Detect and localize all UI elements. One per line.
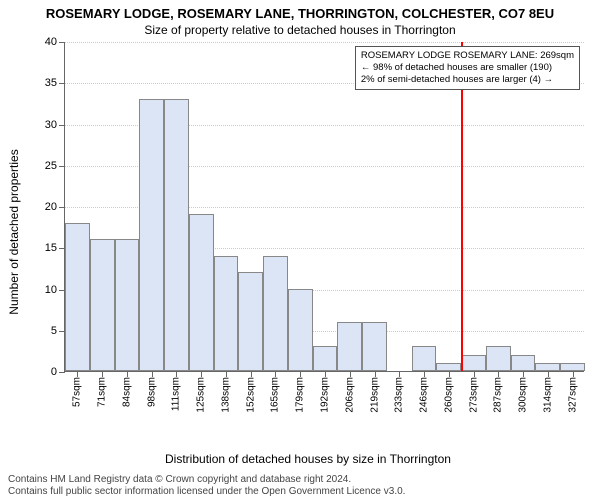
footer-line-1: Contains HM Land Registry data © Crown c… [8, 474, 592, 486]
y-tick-label: 25 [45, 160, 57, 172]
marker-line [461, 42, 463, 371]
histogram-bar [238, 272, 263, 371]
annotation-line: 2% of semi-detached houses are larger (4… [361, 74, 574, 86]
histogram-bar [139, 99, 164, 371]
histogram-bar [511, 355, 536, 372]
y-tick-label: 10 [45, 284, 57, 296]
histogram-bar [263, 256, 288, 372]
histogram-bar [313, 346, 338, 371]
x-tick-label: 260sqm [443, 377, 454, 413]
footer-attribution: Contains HM Land Registry data © Crown c… [8, 474, 592, 498]
histogram-bar [535, 363, 560, 371]
histogram-bar [189, 214, 214, 371]
x-tick-label: 287sqm [493, 377, 504, 413]
y-tick-label: 40 [45, 36, 57, 48]
x-tick-label: 327sqm [567, 377, 578, 413]
annotation-line: ← 98% of detached houses are smaller (19… [361, 62, 574, 74]
histogram-bar [362, 322, 387, 372]
y-tick [59, 125, 65, 126]
histogram-bar [90, 239, 115, 371]
histogram-bar [560, 363, 585, 371]
footer-line-2: Contains full public sector information … [8, 486, 592, 498]
histogram-bar [412, 346, 437, 371]
x-tick-label: 179sqm [295, 377, 306, 413]
annotation-box: ROSEMARY LODGE ROSEMARY LANE: 269sqm← 98… [355, 46, 580, 90]
x-tick-label: 233sqm [394, 377, 405, 413]
chart-title: ROSEMARY LODGE, ROSEMARY LANE, THORRINGT… [0, 0, 600, 21]
y-tick-label: 5 [51, 325, 57, 337]
histogram-bar [337, 322, 362, 372]
y-tick-label: 35 [45, 77, 57, 89]
x-tick-label: 152sqm [245, 377, 256, 413]
y-tick [59, 42, 65, 43]
histogram-bar [486, 346, 511, 371]
y-tick-label: 20 [45, 201, 57, 213]
y-tick-label: 0 [51, 366, 57, 378]
y-tick [59, 207, 65, 208]
x-tick-label: 125sqm [196, 377, 207, 413]
chart-area: Number of detached properties 0510152025… [28, 42, 588, 422]
x-tick-label: 84sqm [121, 377, 132, 407]
x-tick-label: 71sqm [97, 377, 108, 407]
x-tick-label: 192sqm [320, 377, 331, 413]
y-tick [59, 83, 65, 84]
plot-region: 051015202530354057sqm71sqm84sqm98sqm111s… [64, 42, 584, 372]
x-tick-label: 138sqm [220, 377, 231, 413]
chart-subtitle: Size of property relative to detached ho… [0, 21, 600, 37]
y-tick-label: 30 [45, 119, 57, 131]
x-tick-label: 111sqm [171, 377, 182, 411]
histogram-bar [164, 99, 189, 371]
y-tick [59, 372, 65, 373]
histogram-bar [65, 223, 90, 372]
gridline [65, 42, 584, 43]
x-tick-label: 206sqm [344, 377, 355, 413]
histogram-bar [461, 355, 486, 372]
y-axis-label: Number of detached properties [7, 149, 21, 314]
y-tick [59, 166, 65, 167]
x-tick-label: 57sqm [72, 377, 83, 407]
annotation-line: ROSEMARY LODGE ROSEMARY LANE: 269sqm [361, 50, 574, 62]
histogram-bar [436, 363, 461, 371]
histogram-bar [115, 239, 140, 371]
histogram-bar [214, 256, 239, 372]
x-tick-label: 273sqm [468, 377, 479, 413]
x-axis-label: Distribution of detached houses by size … [28, 452, 588, 466]
histogram-bar [288, 289, 313, 372]
x-tick-label: 314sqm [542, 377, 553, 413]
x-tick-label: 300sqm [518, 377, 529, 413]
x-tick-label: 219sqm [369, 377, 380, 413]
x-tick-label: 165sqm [270, 377, 281, 413]
x-tick-label: 98sqm [146, 377, 157, 407]
y-tick-label: 15 [45, 242, 57, 254]
x-tick-label: 246sqm [419, 377, 430, 413]
